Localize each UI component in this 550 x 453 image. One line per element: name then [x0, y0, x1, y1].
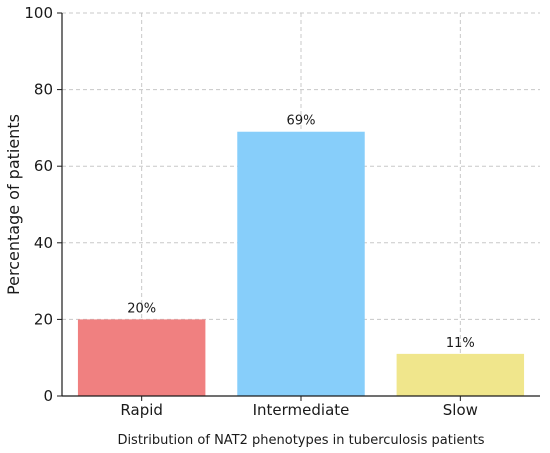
y-tick-label: 40 — [34, 234, 53, 252]
x-tick-label: Slow — [443, 401, 478, 419]
data-label: 11% — [446, 336, 475, 351]
y-tick-labels: 0 20 40 60 80 100 — [24, 4, 62, 405]
x-tick-label: Rapid — [120, 401, 163, 419]
y-tick-label: 100 — [24, 4, 53, 22]
bars — [77, 131, 525, 397]
bar-intermediate — [237, 131, 365, 397]
chart-caption: Distribution of NAT2 phenotypes in tuber… — [117, 433, 484, 448]
x-tick-label: Intermediate — [253, 401, 350, 419]
bar-slow — [396, 353, 525, 396]
data-label: 69% — [287, 114, 316, 129]
data-labels: 20% 69% 11% — [127, 114, 475, 351]
bar-rapid — [77, 319, 206, 396]
y-axis-title: Percentage of patients — [4, 114, 23, 295]
y-tick-label: 20 — [34, 310, 53, 328]
y-tick-label: 80 — [34, 81, 53, 99]
y-tick-label: 0 — [43, 387, 53, 405]
y-tick-label: 60 — [34, 157, 53, 175]
data-label: 20% — [127, 301, 156, 316]
x-tick-labels: Rapid Intermediate Slow — [120, 396, 478, 419]
